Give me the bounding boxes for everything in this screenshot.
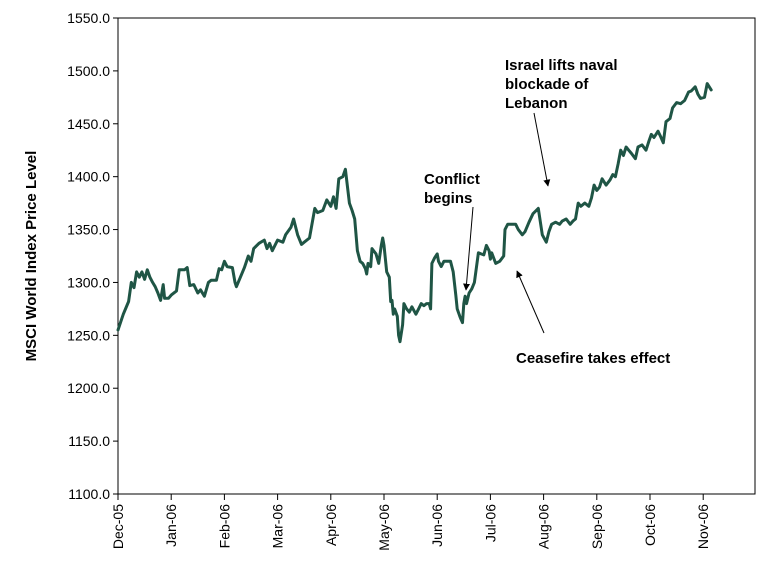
x-tick-label: Jul-06 — [482, 504, 498, 542]
annotation-conflict-begins-line-2: begins — [424, 190, 472, 207]
y-axis-title: MSCI World Index Price Level — [23, 151, 40, 362]
x-axis-ticks: Dec-05 Jan-06 Feb-06 Mar-06 Apr-06 May-06 Jun-… — [110, 494, 711, 551]
x-tick-label: Sep-06 — [589, 504, 605, 549]
x-tick-label: Jan-06 — [163, 504, 179, 547]
y-tick-label: 1300.0 — [67, 274, 110, 290]
y-tick-label: 1450.0 — [67, 116, 110, 132]
y-tick-label: 1100.0 — [68, 486, 110, 502]
x-tick-label: Oct-06 — [642, 504, 658, 546]
annotation-ceasefire-arrow — [516, 270, 545, 334]
y-tick-label: 1500.0 — [67, 63, 110, 79]
y-tick-label: 1200.0 — [67, 380, 110, 396]
annotation-conflict-begins-arrow — [463, 206, 474, 291]
y-axis-ticks: 1100.0 1150.0 1200.0 1250.0 1300.0 1350.0 1400… — [67, 10, 118, 502]
x-tick-label: Jun-06 — [429, 504, 445, 547]
annotation-naval-blockade: Israel lifts naval blockade of Lebanon — [505, 57, 618, 187]
annotation-conflict-begins: Conflict begins — [424, 171, 480, 291]
x-tick-label: Feb-06 — [216, 504, 232, 549]
x-tick-label: May-06 — [376, 504, 392, 551]
annotation-conflict-begins-line-1: Conflict — [424, 171, 480, 188]
y-tick-label: 1350.0 — [67, 222, 110, 238]
x-tick-label: Nov-06 — [695, 504, 711, 549]
plot-area-frame — [117, 17, 756, 495]
x-tick-label: Apr-06 — [323, 504, 339, 546]
annotation-ceasefire: Ceasefire takes effect — [516, 270, 670, 367]
y-tick-label: 1400.0 — [67, 169, 110, 185]
annotation-naval-blockade-line-1: Israel lifts naval — [505, 57, 618, 74]
y-tick-label: 1550.0 — [67, 10, 110, 26]
series-line — [116, 82, 713, 344]
x-tick-label: Mar-06 — [270, 504, 286, 549]
y-tick-label: 1150.0 — [68, 433, 110, 449]
annotation-naval-blockade-arrow — [533, 112, 551, 187]
annotation-naval-blockade-line-3: Lebanon — [505, 95, 568, 112]
y-tick-label: 1250.0 — [67, 327, 110, 343]
x-tick-label: Aug-06 — [536, 504, 552, 549]
annotation-ceasefire-line-1: Ceasefire takes effect — [516, 350, 670, 367]
annotation-naval-blockade-line-2: blockade of — [505, 76, 589, 93]
x-tick-label: Dec-05 — [110, 504, 126, 549]
